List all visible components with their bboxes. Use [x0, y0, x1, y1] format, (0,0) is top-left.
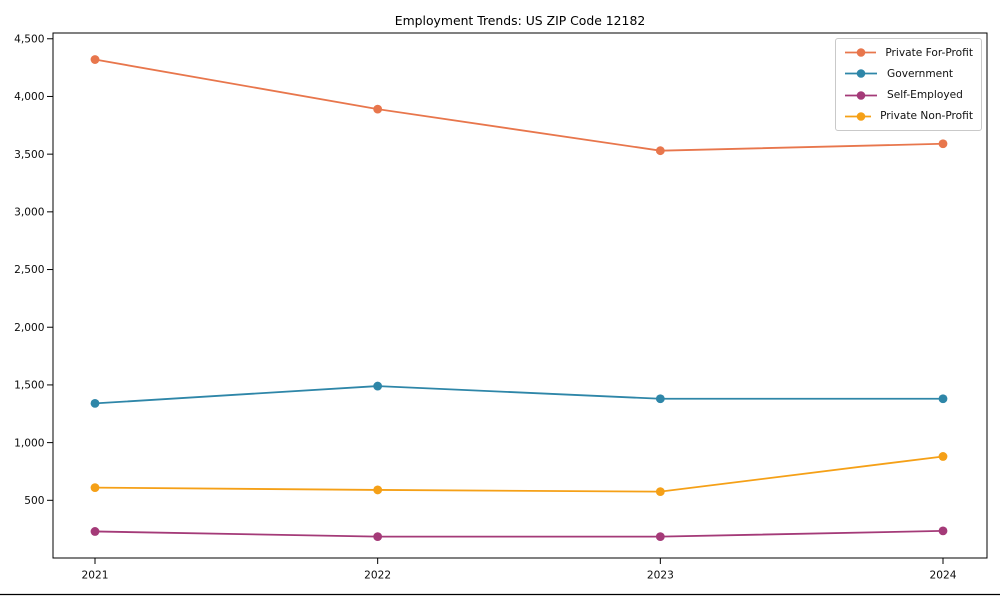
- y-axis-tick-label: 3,000: [14, 207, 45, 219]
- data-point-private-non-profit-2023: [655, 487, 665, 497]
- legend: Private For-Profit Government Self-Employe…: [835, 38, 982, 131]
- y-axis-tick-label: 2,000: [14, 322, 45, 334]
- legend-label: Private Non-Profit: [880, 110, 973, 123]
- y-axis-tick-label: 1,000: [14, 437, 45, 449]
- data-point-private-for-profit-2024: [938, 139, 948, 149]
- y-axis-tick-label: 4,500: [14, 33, 45, 45]
- data-point-private-for-profit-2022: [373, 104, 383, 114]
- data-point-private-for-profit-2021: [90, 55, 100, 64]
- data-point-self-employed-2021: [90, 527, 100, 536]
- series-line-self-employed: [94, 529, 944, 538]
- data-point-self-employed-2022: [373, 532, 383, 542]
- legend-line-marker-swatch: [845, 90, 877, 100]
- data-point-self-employed-2023: [655, 532, 665, 542]
- y-axis-tick-label: 500: [24, 495, 44, 507]
- series-line-private-non-profit: [94, 455, 944, 493]
- y-axis-tick-label: 1,500: [14, 380, 45, 392]
- data-point-private-non-profit-2022: [373, 485, 383, 495]
- series-line-government: [94, 385, 943, 405]
- y-axis-tick-label: 3,500: [14, 149, 45, 161]
- series-line-private-for-profit: [94, 58, 944, 152]
- legend-label: Government: [887, 67, 954, 80]
- legend-label: Private For-Profit: [885, 46, 973, 59]
- plot-border: [52, 32, 988, 559]
- data-point-government-2021: [90, 398, 100, 408]
- x-axis-tick-label: 2021: [82, 570, 109, 582]
- legend-swatch-marker: [856, 90, 866, 100]
- x-axis-tick-label: 2023: [647, 570, 674, 582]
- x-axis-tick-label: 2022: [364, 570, 391, 582]
- legend-line-marker-swatch: [845, 112, 872, 121]
- legend-swatch-marker: [856, 69, 866, 79]
- y-axis-tick-label: 4,000: [14, 91, 45, 103]
- legend-swatch-marker: [856, 112, 866, 121]
- data-point-government-2022: [373, 381, 383, 391]
- legend-item-private-non-profit: Private Non-Profit: [844, 106, 973, 127]
- data-point-government-2024: [938, 394, 948, 404]
- legend-swatch-marker: [856, 48, 866, 57]
- legend-line-marker-swatch: [845, 69, 877, 79]
- x-axis-tick-label: 2024: [930, 570, 957, 582]
- legend-label: Self-Employed: [887, 89, 963, 102]
- legend-line-marker-swatch: [845, 48, 877, 57]
- legend-item-government: Government: [844, 63, 973, 84]
- chart-title: Employment Trends: US ZIP Code 12182: [394, 13, 646, 28]
- data-point-private-for-profit-2023: [655, 146, 665, 156]
- data-point-government-2023: [655, 394, 665, 404]
- y-axis-tick-label: 2,500: [14, 264, 45, 276]
- data-point-private-non-profit-2024: [938, 452, 948, 461]
- legend-item-self-employed: Self-Employed: [844, 85, 973, 106]
- data-point-self-employed-2024: [938, 526, 948, 536]
- data-point-private-non-profit-2021: [90, 483, 100, 493]
- legend-item-private-for-profit: Private For-Profit: [844, 42, 973, 63]
